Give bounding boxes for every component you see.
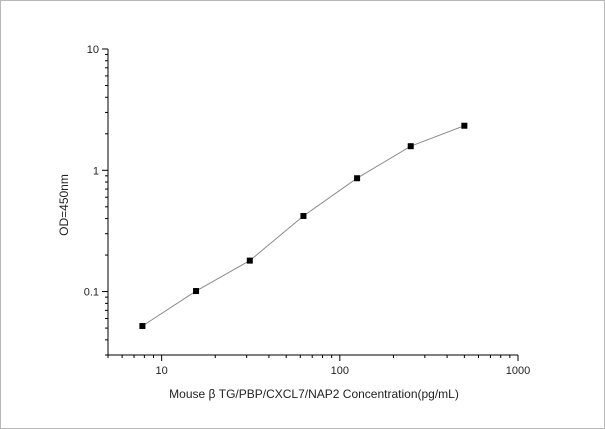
x-tick-label: 1000 [506,365,530,377]
y-tick-label: 1 [93,165,99,177]
y-axis-title: OD=450nm [57,174,71,236]
y-tick-label: 10 [87,44,99,56]
data-point [139,323,146,330]
data-point [246,257,253,264]
axes: 10 100 1000 0.1 1 10 [84,44,531,377]
data-point [461,122,468,129]
data-point [407,143,414,150]
data-point [193,288,200,295]
series-line [142,125,465,327]
x-tick-label: 100 [331,365,349,377]
data-point [354,175,361,182]
x-tick-label: 10 [156,365,168,377]
data-point [300,212,307,219]
plot-area [139,122,468,330]
x-axis-title: Mouse β TG/PBP/CXCL7/NAP2 Concentration(… [169,387,459,401]
y-tick-label: 0.1 [84,287,99,299]
